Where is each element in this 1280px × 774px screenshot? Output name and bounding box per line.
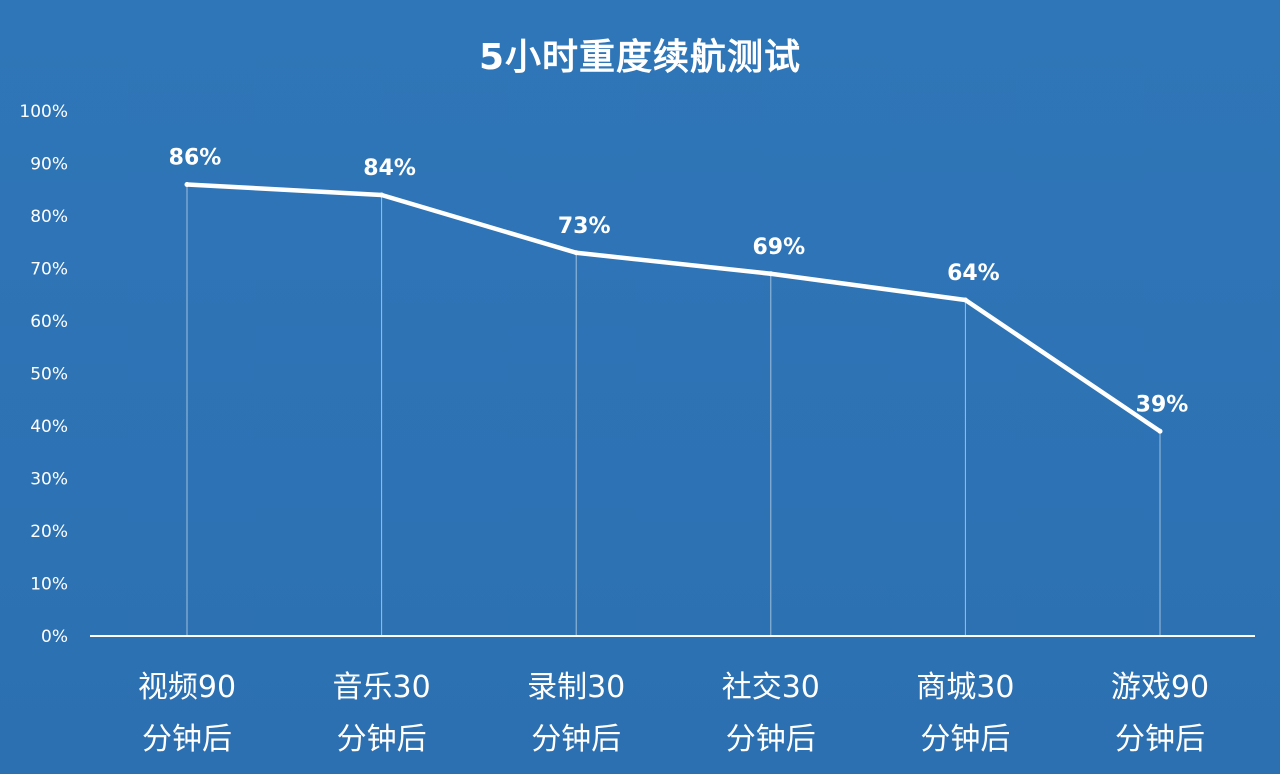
x-tick-label: 分钟后: [920, 722, 1010, 757]
y-tick-label: 20%: [30, 522, 68, 542]
x-tick-label: 录制30: [527, 670, 625, 705]
data-label: 73%: [558, 214, 611, 239]
data-label: 84%: [363, 156, 416, 181]
data-point: [379, 192, 385, 198]
x-tick-label: 视频90: [138, 670, 236, 705]
y-tick-label: 0%: [41, 627, 68, 647]
x-tick-label: 分钟后: [531, 722, 621, 757]
chart-title: 5小时重度续航测试: [478, 37, 802, 78]
y-tick-label: 90%: [30, 155, 68, 175]
y-tick-label: 40%: [30, 417, 68, 437]
y-tick-label: 80%: [30, 207, 68, 227]
data-label: 69%: [752, 235, 805, 260]
x-tick-label: 商城30: [916, 670, 1014, 705]
series-line: [184, 182, 1163, 434]
x-tick-label: 音乐30: [333, 670, 431, 705]
data-label: 64%: [947, 261, 1000, 286]
x-tick-label: 社交30: [722, 670, 820, 705]
data-point: [573, 250, 579, 256]
x-tick-label: 分钟后: [726, 722, 816, 757]
x-tick-label: 分钟后: [337, 722, 427, 757]
y-tick-label: 60%: [30, 312, 68, 332]
y-tick-label: 30%: [30, 470, 68, 490]
y-tick-label: 100%: [19, 102, 68, 122]
x-tick-label: 游戏90: [1111, 670, 1209, 705]
y-tick-label: 70%: [30, 260, 68, 280]
data-label: 39%: [1136, 392, 1189, 417]
x-tick-label: 分钟后: [1115, 722, 1205, 757]
data-point: [1157, 428, 1163, 434]
y-tick-label: 10%: [30, 575, 68, 595]
data-point: [184, 182, 190, 187]
y-tick-label: 50%: [30, 365, 68, 385]
data-label: 86%: [169, 146, 222, 171]
data-point: [768, 271, 774, 277]
x-tick-label: 分钟后: [142, 722, 232, 757]
data-point: [962, 297, 968, 303]
